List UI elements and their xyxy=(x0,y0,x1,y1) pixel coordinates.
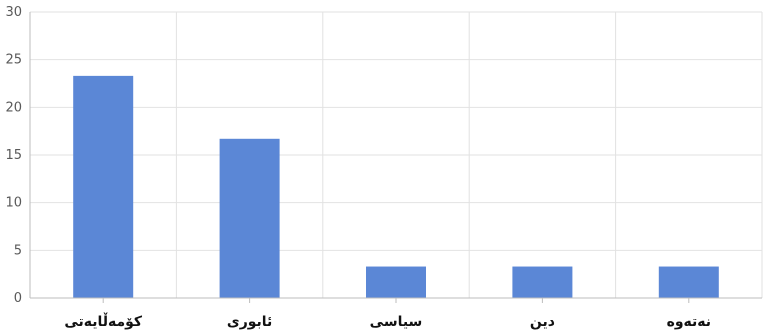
y-tick-label: 10 xyxy=(5,196,22,211)
y-tick-labels: 0 5 10 15 20 25 30 xyxy=(5,5,22,306)
y-tick-label: 5 xyxy=(14,243,22,258)
x-tick-label: نەتەوە xyxy=(667,314,711,330)
bar xyxy=(73,75,134,298)
bar xyxy=(219,138,280,298)
grid-lines xyxy=(30,11,763,298)
y-tick-label: 20 xyxy=(5,100,22,115)
bar xyxy=(512,266,573,298)
bars xyxy=(73,75,719,298)
y-tick-label: 25 xyxy=(5,53,22,68)
y-tick-label: 30 xyxy=(5,5,22,20)
axes xyxy=(29,12,762,303)
x-tick-labels: کۆمەڵایەتی ئابوری سیاسی دین نەتەوە xyxy=(64,312,711,330)
x-tick-label: ئابوری xyxy=(227,314,272,330)
x-tick-label: دین xyxy=(530,314,555,330)
x-tick-label: سیاسی xyxy=(370,314,423,330)
x-tick-label: کۆمەڵایەتی xyxy=(64,312,143,330)
y-tick-label: 15 xyxy=(5,148,22,163)
bar xyxy=(366,266,426,298)
y-tick-label: 0 xyxy=(14,291,22,306)
bar xyxy=(658,266,719,298)
